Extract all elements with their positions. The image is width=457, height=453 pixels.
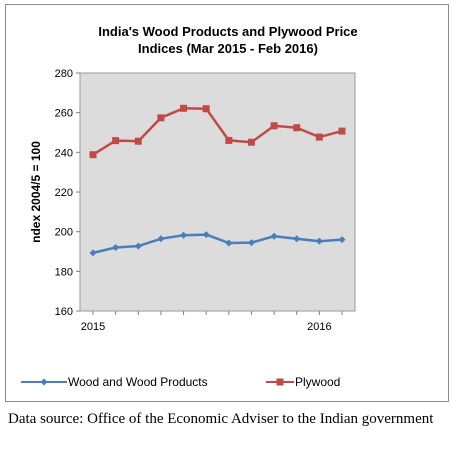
data-point-plywood: [247, 138, 255, 146]
data-point-wood: [202, 231, 210, 239]
y-tick-label: 280: [55, 68, 73, 80]
y-tick-label: 180: [55, 266, 73, 278]
data-point-plywood: [202, 105, 210, 113]
x-tick-label: 2016: [307, 321, 331, 333]
legend-line-plywood-icon: [266, 378, 294, 386]
data-point-wood: [134, 242, 142, 250]
data-point-wood: [112, 244, 120, 252]
legend-line-wood-icon: [21, 378, 67, 386]
legend-label-wood: Wood and Wood Products: [68, 375, 208, 389]
y-tick-label: 200: [55, 227, 73, 239]
series-line-1: [92, 107, 343, 156]
data-point-plywood: [89, 151, 97, 159]
data-point-wood: [225, 239, 233, 247]
data-point-plywood: [180, 104, 188, 112]
y-tick-label: 220: [55, 187, 73, 199]
data-point-plywood: [293, 124, 301, 132]
data-point-plywood: [225, 136, 233, 144]
data-point-wood: [180, 231, 188, 239]
line-chart: 160 180 200 220 240 260 280 2015 2016 ndex 2004/5…: [29, 68, 356, 333]
legend-item-wood: Wood and Wood Products: [20, 373, 208, 391]
data-point-wood: [270, 232, 278, 240]
y-tick-label: 160: [55, 306, 73, 318]
y-tick-label: 240: [55, 147, 73, 159]
data-point-plywood: [134, 137, 142, 145]
data-point-wood: [338, 236, 346, 244]
y-axis-label: ndex 2004/5 = 100: [29, 141, 43, 243]
data-point-plywood: [315, 133, 323, 141]
data-point-plywood: [338, 127, 346, 135]
chart-title-line-1: India's Wood Products and Plywood Price: [98, 24, 358, 39]
data-source-caption: Data source: Office of the Economic Advi…: [8, 411, 434, 427]
series-line-0: [92, 233, 343, 255]
legend-label-plywood: Plywood: [295, 375, 341, 389]
data-point-wood: [247, 239, 255, 247]
x-tick-label: 2015: [81, 321, 105, 333]
data-point-wood: [293, 235, 301, 243]
legend: Wood and Wood Products Plywood: [6, 373, 450, 391]
legend-item-plywood: Plywood: [265, 373, 340, 391]
data-point-wood: [89, 249, 97, 257]
chart-frame: India's Wood Products and Plywood Price …: [5, 4, 449, 402]
data-point-wood: [315, 237, 323, 245]
data-point-plywood: [157, 114, 165, 122]
y-tick-label: 260: [55, 108, 73, 120]
plot-area: [79, 72, 356, 312]
data-point-plywood: [270, 122, 278, 130]
data-point-wood: [157, 235, 165, 243]
chart-title-line-2: Indices (Mar 2015 - Feb 2016): [138, 41, 318, 56]
data-point-plywood: [112, 137, 120, 145]
